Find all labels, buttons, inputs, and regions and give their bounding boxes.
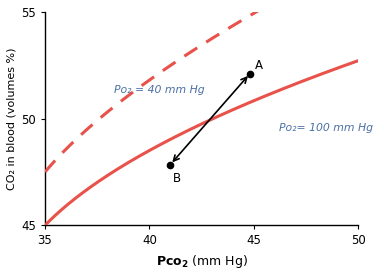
Text: Po₂= 100 mm Hg: Po₂= 100 mm Hg	[279, 123, 373, 133]
Text: B: B	[172, 172, 180, 185]
Text: $\mathbf{Pco_2}$ (mm Hg): $\mathbf{Pco_2}$ (mm Hg)	[156, 253, 248, 270]
Text: A: A	[255, 59, 263, 72]
Y-axis label: CO₂ in blood (volumes %): CO₂ in blood (volumes %)	[7, 47, 17, 190]
Text: Po₂ = 40 mm Hg: Po₂ = 40 mm Hg	[114, 85, 205, 95]
